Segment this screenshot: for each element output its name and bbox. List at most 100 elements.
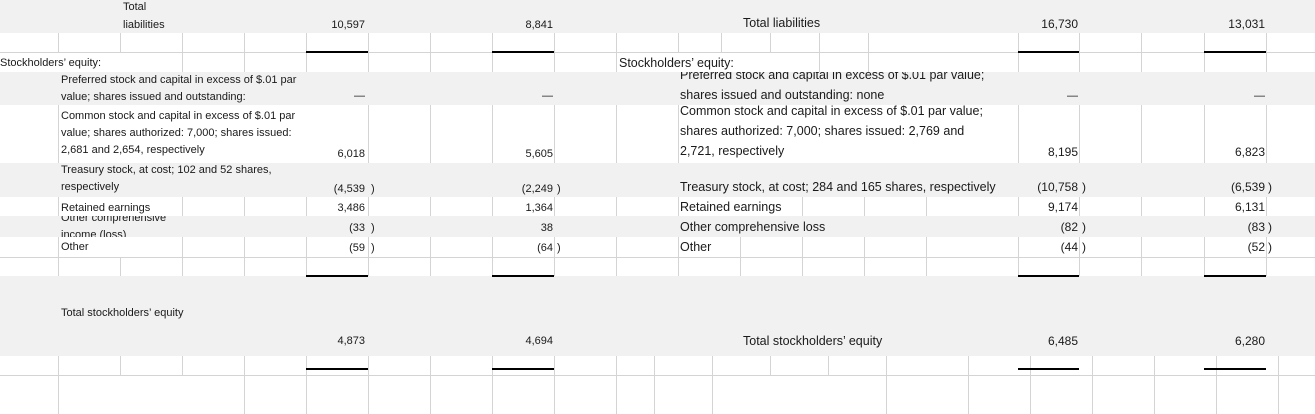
gridline-v [1092,356,1093,414]
r-equity-header: Stockholders’ equity: [619,56,734,70]
other-comprehensive-year1: (33 [349,222,365,234]
band-other-comprehensive [0,216,1315,237]
gridline-v [58,33,59,52]
r-common-stock-label-line3: 2,721, respectively [680,144,785,158]
gridline-v [1266,33,1267,72]
gridline-v [926,237,927,276]
gridline-v [368,237,369,276]
band-total-equity [0,276,1315,356]
gridline-v [430,237,431,276]
gridline-h [0,375,1315,376]
r-common-stock-label-line2: shares authorized: 7,000; shares issued:… [680,124,965,138]
gridline-v [1141,105,1142,163]
r-other-comprehensive-label: Other comprehensive loss [680,220,826,234]
gridline-v [120,356,121,375]
gridline-v [1141,237,1142,276]
other-comprehensive-clip: Other comprehensive income (loss) [61,216,301,237]
gridline-v [430,356,431,414]
gridline-v [616,33,617,72]
gridline-v [430,105,431,163]
gridline-v [1204,237,1205,276]
retained-earnings-label: Retained earnings [61,202,151,214]
r-total-equity-year1: 6,485 [1047,334,1078,348]
gridline-v [819,33,820,72]
common-stock-label: Common stock and capital in excess of $.… [61,110,296,156]
subtotal-rule [306,275,368,277]
gridline-v [492,237,493,276]
gridline-v [368,33,369,72]
gridline-v [554,33,555,72]
r-other-comprehensive-year1: (82 [1060,220,1078,234]
total-equity-year2: 4,694 [525,335,553,347]
gridline-v [616,237,617,276]
gridline-v [1079,237,1080,276]
r-preferred-stock-label-line2: shares issued and outstanding: none [680,88,885,102]
gridline-v [58,197,59,216]
gridline-v [926,197,927,216]
other-year2-close: ) [557,242,561,254]
band-treasury-stock [0,163,1315,197]
total-liabilities-year1: 10,597 [331,19,365,31]
r-total-liabilities-label: Total liabilities [743,16,821,30]
other-year1: (59 [349,242,365,254]
gridline-v [740,237,741,276]
total-liabilities-label-line1: Total [123,1,147,13]
subtotal-rule [1204,51,1266,53]
r-preferred-stock-year1: — [1067,90,1078,102]
r-other-year1: (44 [1060,240,1078,254]
gridline-v [554,356,555,414]
preferred-stock-label: Preferred stock and capital in excess of… [61,74,297,103]
gridline-v [1266,237,1267,276]
r-other-year2: (52 [1247,240,1265,254]
r-common-stock-label-line1: Common stock and capital in excess of $.… [680,104,983,118]
gridline-h [0,52,1315,53]
gridline-h [0,257,1315,258]
gridline-v [1204,105,1205,163]
gridline-v [1018,197,1019,216]
other-comprehensive-year1-close: ) [371,222,375,234]
gridline-v [58,356,59,414]
r-treasury-stock-year2-close: ) [1268,180,1272,194]
r-other-comprehensive-year2-close: ) [1268,220,1272,234]
total-equity-year1: 4,873 [337,335,365,347]
gridline-v [368,356,369,414]
r-other-label: Other [680,240,712,254]
gridline-v [430,197,431,216]
subtotal-rule [492,51,554,53]
r-total-liabilities-year2: 13,031 [1228,17,1265,31]
gridline-v [120,33,121,52]
gridline-v [1204,197,1205,216]
gridline-v [554,237,555,276]
gridline-v [678,33,679,52]
equity-header: Stockholders’ equity: [0,57,102,69]
retained-earnings-year1: 3,486 [337,202,365,214]
gridline-v [244,33,245,72]
gridline-v [492,105,493,163]
other-comprehensive-year2: 38 [540,222,553,234]
gridline-v [678,237,679,276]
other-comprehensive-label: Other comprehensive income (loss) [61,216,167,237]
total-liabilities-label-line2: liabilities [123,19,165,31]
common-stock-year2: 5,605 [525,148,553,160]
band-preferred-stock [0,72,1315,105]
treasury-stock-year2: (2,249 [521,183,553,195]
r-treasury-stock-year1: (10,758 [1037,180,1078,194]
r-total-liabilities-year1: 16,730 [1041,17,1078,31]
band-total-liabilities [0,0,1315,33]
r-treasury-stock-label: Treasury stock, at cost; 284 and 165 sha… [680,180,996,194]
gridline-v [1278,356,1279,414]
r-preferred-stock-clip: Preferred stock and capital in excess of… [680,72,1018,105]
gridline-v [182,356,183,375]
gridline-v [678,105,679,163]
gridline-v [721,33,722,52]
gridline-v [1079,105,1080,163]
gridline-v [554,197,555,216]
gridline-v [968,356,969,414]
gridline-v [868,33,869,72]
r-common-stock-year1: 8,195 [1047,145,1078,159]
gridline-v [554,105,555,163]
preferred-stock-year1: — [354,90,365,102]
